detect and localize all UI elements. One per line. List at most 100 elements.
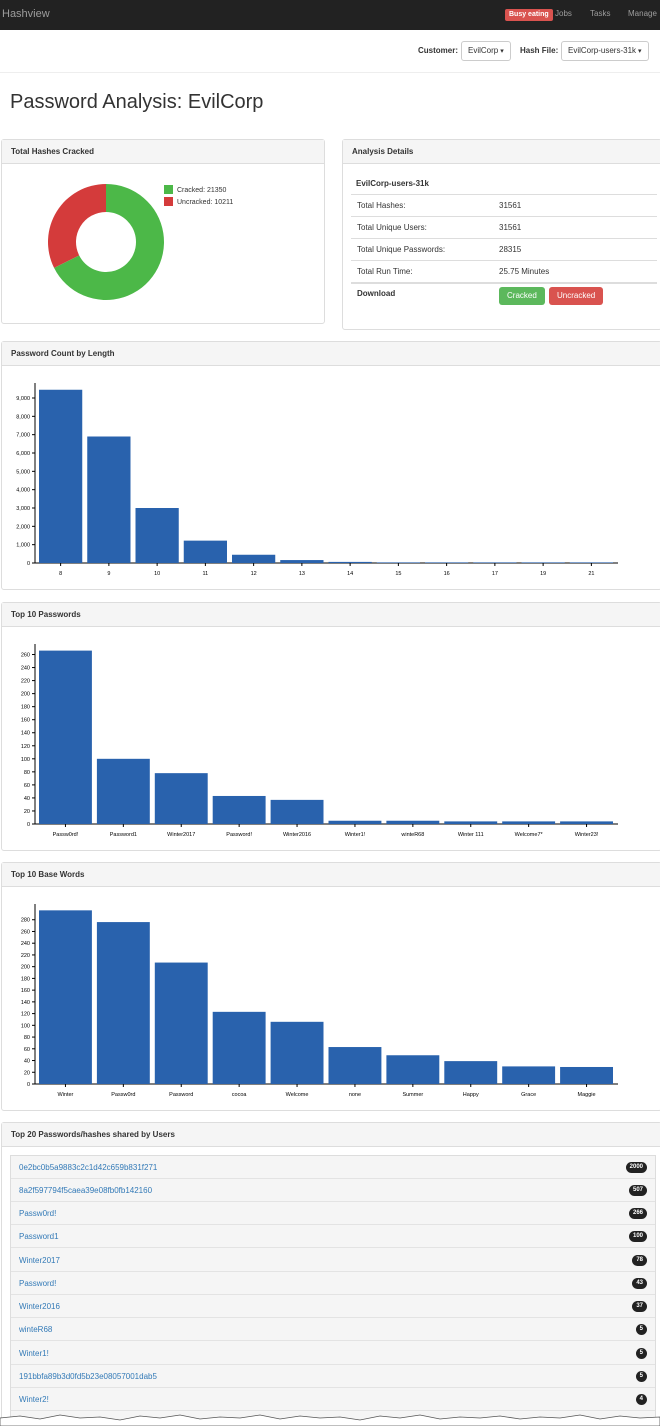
legend-label-uncracked: Uncracked: 10211 (177, 199, 234, 206)
bar (270, 1021, 324, 1084)
bar (154, 773, 208, 824)
bar (154, 962, 208, 1084)
brand-link[interactable]: Hashview (2, 8, 50, 20)
hashfile-dropdown[interactable]: EvilCorp-users-31k ▾ (561, 41, 649, 61)
x-tick-label: 13 (299, 571, 305, 577)
divider (0, 72, 660, 73)
panel-heading: Top 10 Passwords (2, 603, 660, 627)
bar (444, 821, 498, 824)
caret-down-icon: ▾ (638, 48, 642, 55)
list-item[interactable]: Password! 43 (11, 1272, 655, 1295)
nav-jobs[interactable]: Jobs (555, 9, 572, 18)
y-tick-label: 5,000 (16, 469, 30, 475)
x-tick-label: Summer (402, 1092, 423, 1098)
list-item[interactable]: winteR68 5 (11, 1318, 655, 1341)
y-tick-label: 60 (24, 783, 30, 789)
count-badge: 78 (632, 1255, 647, 1266)
list-item-link[interactable]: Password! (19, 1279, 57, 1288)
y-tick-label: 160 (21, 718, 30, 724)
y-tick-label: 180 (21, 705, 30, 711)
y-tick-label: 0 (27, 822, 30, 828)
x-tick-label: winteR68 (400, 832, 424, 838)
detail-key: Total Unique Users: (357, 223, 427, 232)
x-tick-label: Passw0rd (111, 1092, 135, 1098)
y-tick-label: 220 (21, 953, 30, 959)
password-length-panel: Password Count by Length 0 1,000 2,000 3,00… (1, 341, 660, 590)
y-tick-label: 80 (24, 1035, 30, 1041)
detail-row-download: Download Cracked Uncracked (351, 282, 657, 308)
x-tick-label: Password! (226, 832, 252, 838)
list-item[interactable]: Passw0rd! 266 (11, 1202, 655, 1225)
x-tick-label: Grace (521, 1092, 536, 1098)
customer-value: EvilCorp (468, 46, 499, 55)
bar (425, 562, 469, 563)
panel-heading: Top 10 Base Words (2, 863, 660, 887)
x-tick-label: 16 (444, 571, 450, 577)
download-uncracked-button[interactable]: Uncracked (549, 287, 604, 305)
detail-value: 31561 (499, 201, 522, 210)
list-item-link[interactable]: Winter2016 (19, 1302, 60, 1311)
count-badge: 37 (632, 1301, 647, 1312)
y-tick-label: 120 (21, 1012, 30, 1018)
list-item-link[interactable]: winteR68 (19, 1325, 53, 1334)
list-item-link[interactable]: 191bbfa89b3d0fd5b23e08057001dab5 (19, 1372, 157, 1381)
list-item[interactable]: Winter2017 78 (11, 1249, 655, 1272)
x-tick-label: Password (169, 1092, 193, 1098)
list-item-link[interactable]: Passw0rd! (19, 1209, 57, 1218)
download-label: Download (357, 289, 396, 298)
y-tick-label: 1,000 (16, 543, 30, 549)
x-tick-label: 12 (251, 571, 257, 577)
count-badge: 5 (635, 1324, 647, 1335)
list-item[interactable]: Password1 100 (11, 1225, 655, 1248)
bar (444, 1061, 498, 1084)
customer-label: Customer: (418, 46, 459, 55)
count-badge: 43 (632, 1278, 647, 1289)
y-tick-label: 0 (27, 561, 30, 567)
nav-tasks[interactable]: Tasks (590, 9, 611, 18)
legend-swatch-cracked (164, 185, 173, 194)
top-passwords-panel: Top 10 Passwords 0 20 40 60 80 100 120 140 160 18… (1, 602, 660, 851)
y-tick-label: 240 (21, 941, 30, 947)
list-item-link[interactable]: 8a2f597794f5caea39e08fb0fb142160 (19, 1186, 153, 1195)
x-tick-label: 8 (59, 571, 62, 577)
detail-value: 25.75 Minutes (499, 267, 550, 276)
legend-swatch-uncracked (164, 197, 173, 206)
x-tick-label: Password1 (110, 832, 137, 838)
bar (96, 758, 150, 824)
list-item-link[interactable]: Winter2! (19, 1395, 49, 1404)
customer-dropdown[interactable]: EvilCorp ▾ (461, 41, 511, 61)
y-tick-label: 40 (24, 796, 30, 802)
bar (212, 1011, 266, 1084)
x-tick-label: Happy (463, 1092, 479, 1098)
list-item[interactable]: 0e2bc0b5a9883c2c1d42c659b831f271 2000 (11, 1156, 655, 1179)
y-tick-label: 200 (21, 692, 30, 698)
x-tick-label: Welcome7* (515, 832, 544, 838)
detail-value: 28315 (499, 245, 522, 254)
list-item[interactable]: Winter2! 4 (11, 1388, 655, 1411)
list-item-link[interactable]: Winter2017 (19, 1256, 60, 1265)
page-title: Password Analysis: EvilCorp (10, 91, 264, 113)
nav-manage[interactable]: Manage (628, 9, 657, 18)
list-item-link[interactable]: 0e2bc0b5a9883c2c1d42c659b831f271 (19, 1163, 158, 1172)
status-badge: Busy eating (505, 9, 553, 21)
list-item[interactable]: Winter2016 37 (11, 1295, 655, 1318)
legend-uncracked: Uncracked: 10211 (164, 197, 233, 206)
list-item[interactable]: 191bbfa89b3d0fd5b23e08057001dab5 5 (11, 1365, 655, 1388)
list-item-link[interactable]: Winter1! (19, 1349, 49, 1358)
list-item[interactable]: 8a2f597794f5caea39e08fb0fb142160 507 (11, 1179, 655, 1202)
x-tick-label: Passw0rd! (53, 832, 79, 838)
panel-heading: Total Hashes Cracked (2, 140, 324, 164)
x-tick-label: none (349, 1092, 361, 1098)
y-tick-label: 200 (21, 965, 30, 971)
x-tick-label: Winter (58, 1092, 74, 1098)
bar (280, 560, 324, 563)
list-item[interactable]: Winter1! 5 (11, 1342, 655, 1365)
download-cracked-button[interactable]: Cracked (499, 287, 545, 305)
count-badge: 4 (635, 1394, 647, 1405)
analysis-details-panel: Analysis Details EvilCorp-users-31k Tota… (342, 139, 660, 330)
x-tick-label: Welcome (286, 1092, 309, 1098)
y-tick-label: 140 (21, 1000, 30, 1006)
bar (502, 1066, 556, 1084)
y-tick-label: 20 (24, 809, 30, 815)
list-item-link[interactable]: Password1 (19, 1232, 59, 1241)
